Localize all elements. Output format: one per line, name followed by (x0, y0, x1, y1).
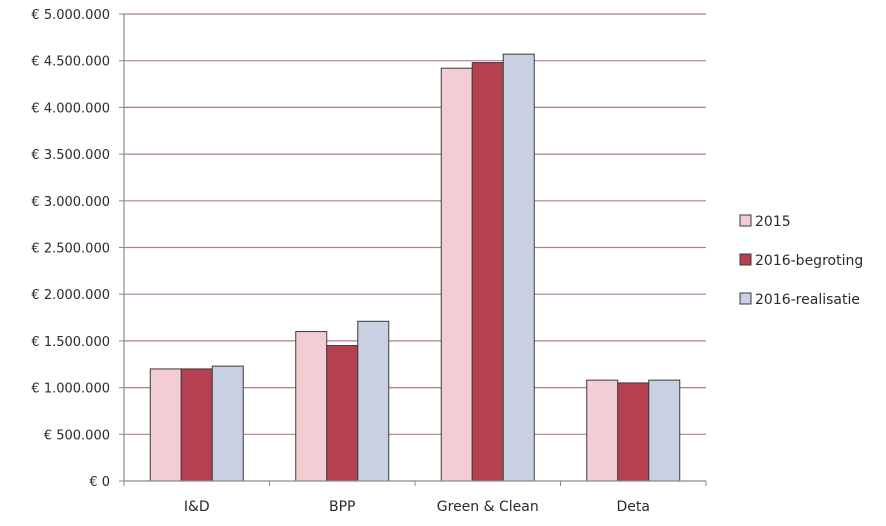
y-tick-label: € 5.000.000 (31, 8, 110, 23)
y-tick-label: € 2.000.000 (31, 288, 110, 303)
x-tick-label: Deta (617, 499, 650, 515)
legend-item-2015: 2015 (739, 214, 791, 230)
legend: 2015 2016-begroting 2016-realisatie (739, 214, 863, 308)
y-tick-label: € 3.000.000 (31, 195, 110, 210)
y-axis-tick-labels: € 0 € 500.000 € 1.000.000 € 1.500.000 € 2.00… (31, 8, 110, 490)
y-tick-label: € 4.000.000 (31, 101, 110, 116)
legend-swatch (739, 253, 752, 266)
y-tick-label: € 4.500.000 (31, 55, 110, 70)
y-tick-label: € 2.500.000 (31, 242, 110, 257)
bar-2016-begroting-2 (471, 62, 504, 482)
legend-label: 2016-realisatie (755, 292, 860, 308)
x-tick-label: I&D (184, 499, 210, 515)
x-tick-label: Green & Clean (437, 499, 539, 515)
legend-item-2016-begroting: 2016-begroting (739, 253, 863, 269)
y-tick-label: € 0 (89, 475, 110, 490)
bar-2015-2 (440, 67, 473, 482)
legend-label: 2015 (755, 214, 791, 230)
legend-item-2016-realisatie: 2016-realisatie (739, 292, 860, 308)
bar-2016-realisatie-2 (502, 53, 535, 482)
bar-2015-1 (295, 331, 328, 482)
legend-swatch (739, 214, 752, 227)
bar-2016-begroting-0 (180, 368, 213, 482)
y-tick-label: € 1.000.000 (31, 382, 110, 397)
bar-2015-3 (586, 379, 619, 482)
bar-2015-0 (149, 368, 182, 482)
bars (149, 53, 681, 482)
bar-2016-realisatie-1 (357, 320, 390, 482)
legend-label: 2016-begroting (755, 253, 863, 269)
x-axis-tick-labels: I&D BPP Green & Clean Deta (184, 499, 650, 515)
bar-2016-begroting-1 (326, 345, 359, 482)
bar-2016-realisatie-3 (648, 379, 681, 482)
y-tick-label: € 500.000 (44, 428, 110, 443)
bar-2016-begroting-3 (617, 382, 650, 482)
legend-swatch (739, 292, 752, 305)
x-tick-label: BPP (329, 499, 356, 515)
y-tick-label: € 1.500.000 (31, 335, 110, 350)
axes (119, 13, 707, 486)
y-tick-label: € 3.500.000 (31, 148, 110, 163)
bar-2016-realisatie-0 (211, 365, 244, 482)
